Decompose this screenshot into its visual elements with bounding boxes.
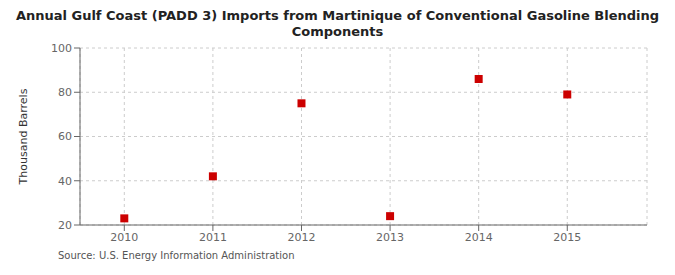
svg-text:2012: 2012	[287, 231, 315, 244]
svg-text:80: 80	[58, 86, 72, 99]
html-text:Annual Gulf Coast (PADD 3) Imp: Annual Gulf Coast (PADD 3) Imports from …	[15, 8, 660, 23]
svg-text:100: 100	[51, 42, 72, 55]
svg-text:2015: 2015	[553, 231, 581, 244]
svg-text:Thousand Barrels: Thousand Barrels	[17, 88, 30, 185]
svg-text:60: 60	[58, 130, 72, 143]
svg-text:2014: 2014	[465, 231, 493, 244]
svg-text:40: 40	[58, 175, 72, 188]
svg-text:20: 20	[58, 219, 72, 232]
html-text:Components: Components	[291, 24, 384, 39]
svg-text:2010: 2010	[110, 231, 138, 244]
html-text:Source: U.S. Energy Informatio: Source: U.S. Energy Information Administ…	[58, 250, 295, 261]
svg-text:2011: 2011	[199, 231, 227, 244]
svg-text:2013: 2013	[376, 231, 404, 244]
